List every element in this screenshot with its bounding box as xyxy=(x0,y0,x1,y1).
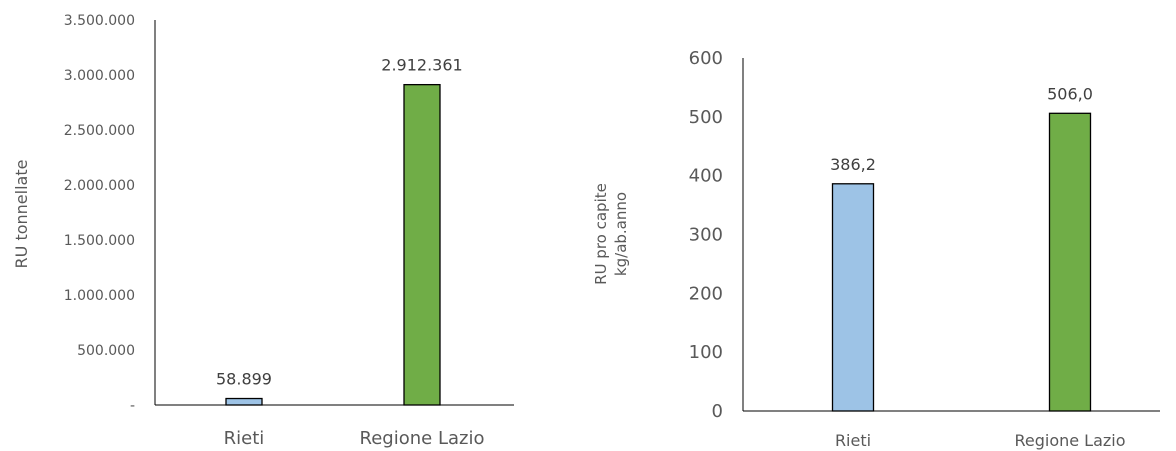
data-label: 506,0 xyxy=(1047,84,1093,103)
x-tick-label: Rieti xyxy=(224,428,265,449)
y-tick-label: 1.500.000 xyxy=(64,233,135,249)
chart-left-bars xyxy=(225,83,441,406)
x-tick-label: Rieti xyxy=(835,431,871,450)
data-label: 58.899 xyxy=(216,370,272,389)
y-tick-label: 300 xyxy=(689,225,723,246)
y-tick-label: 1.000.000 xyxy=(64,288,135,304)
bar xyxy=(225,397,263,406)
y-tick-label: 3.000.000 xyxy=(64,68,135,84)
chart-right-y-axis-title-line-2: kg/ab.anno xyxy=(612,192,630,276)
chart-right-y-axis-title-line-1: RU pro capite xyxy=(592,183,610,285)
chart-right-y-ticks: 0 100 200 300 400 500 600 xyxy=(689,48,723,422)
data-label: 386,2 xyxy=(830,155,876,174)
x-tick-label: Regione Lazio xyxy=(360,428,485,449)
chart-right-value-labels: 386,2 506,0 xyxy=(830,84,1093,173)
y-tick-label: 0 xyxy=(712,401,723,422)
y-tick-label: - xyxy=(130,398,135,414)
bar xyxy=(403,83,441,406)
chart-left: - 500.000 1.000.000 1.500.000 2.000.000 2.500… xyxy=(12,13,514,449)
y-tick-label: 400 xyxy=(689,166,723,187)
chart-left-value-labels: 58.899 2.912.361 xyxy=(216,56,463,389)
chart-right-y-axis-title: RU pro capite kg/ab.anno xyxy=(592,183,630,285)
chart-right-category-labels: Rieti Regione Lazio xyxy=(835,431,1126,450)
bar xyxy=(1048,112,1092,412)
x-tick-label: Regione Lazio xyxy=(1014,431,1125,450)
y-tick-label: 100 xyxy=(689,342,723,363)
bar xyxy=(831,183,875,412)
chart-left-y-axis-title: RU tonnellate xyxy=(12,160,31,269)
y-tick-label: 3.500.000 xyxy=(64,13,135,29)
y-tick-label: 2.000.000 xyxy=(64,178,135,194)
y-tick-label: 500 xyxy=(689,107,723,128)
y-tick-label: 2.500.000 xyxy=(64,123,135,139)
data-label: 2.912.361 xyxy=(381,56,462,75)
y-tick-label: 500.000 xyxy=(77,343,135,359)
chart-right: 0 100 200 300 400 500 600 386,2 506,0 Rieti Regi… xyxy=(592,48,1160,450)
chart-left-y-ticks: - 500.000 1.000.000 1.500.000 2.000.000 2.500… xyxy=(64,13,135,414)
y-tick-label: 200 xyxy=(689,283,723,304)
chart-left-category-labels: Rieti Regione Lazio xyxy=(224,428,485,449)
y-tick-label: 600 xyxy=(689,48,723,69)
